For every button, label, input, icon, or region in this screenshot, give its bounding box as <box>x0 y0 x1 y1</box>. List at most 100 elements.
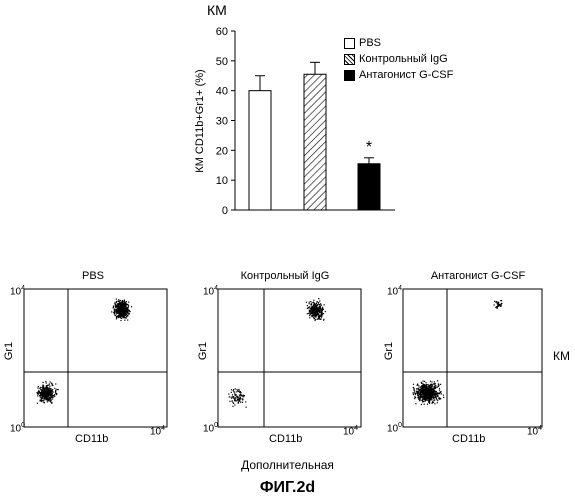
cell-dot-pbs-gr1-high <box>119 303 120 304</box>
cell-dot-antagonist-gr1-low <box>421 390 422 391</box>
cell-dot-pbs-gr1-high <box>119 315 120 316</box>
cell-dot-antagonist-gr1-low <box>421 394 422 395</box>
cell-dot-pbs-gr1-high <box>127 320 128 321</box>
cell-dot-pbs-gr1-high <box>122 308 123 309</box>
cell-dot-igg-gr1-low <box>237 396 238 397</box>
cell-dot-antagonist-gr1-low <box>435 383 436 384</box>
cell-dot-pbs-gr1-low <box>47 385 48 386</box>
cell-dot-pbs-gr1-low <box>43 400 44 401</box>
cell-dot-pbs-gr1-high <box>127 304 128 305</box>
cell-dot-antagonist-gr1-low <box>421 396 422 397</box>
cell-dot-igg-gr1-low <box>232 400 233 401</box>
cell-dot-pbs-gr1-low <box>48 385 49 386</box>
cell-dot-antagonist-gr1-low <box>414 396 415 397</box>
cell-dot-pbs-gr1-high <box>122 301 123 302</box>
cell-dot-antagonist-gr1-low <box>418 398 419 399</box>
cell-dot-pbs-gr1-low <box>49 400 50 401</box>
cell-dot-pbs-gr1-high <box>114 313 115 314</box>
cell-dot-antagonist-gr1-low <box>434 385 435 386</box>
cell-dot-pbs-gr1-low <box>49 397 50 398</box>
cell-dot-antagonist-gr1-low <box>436 391 437 392</box>
cell-dot-antagonist-gr1-low <box>440 391 441 392</box>
cell-dot-pbs-gr1-low <box>47 391 48 392</box>
cell-dot-antagonist-gr1-low <box>424 397 425 398</box>
cell-dot-pbs-gr1-high <box>119 310 120 311</box>
cell-dot-antagonist-gr1-high <box>500 305 501 306</box>
cell-dot-pbs-gr1-high <box>117 306 118 307</box>
cell-dot-pbs-gr1-low <box>54 388 55 389</box>
cell-dot-igg-gr1-low <box>233 398 234 399</box>
cell-dot-antagonist-gr1-low <box>422 397 423 398</box>
cell-dot-igg-gr1-high <box>311 315 312 316</box>
cell-dot-pbs-gr1-low <box>42 396 43 397</box>
cell-dot-pbs-gr1-low <box>49 383 50 384</box>
cell-dot-igg-gr1-high <box>313 300 314 301</box>
cell-dot-pbs-gr1-low <box>46 395 47 396</box>
cell-dot-antagonist-gr1-low <box>432 384 433 385</box>
cell-dot-antagonist-gr1-low <box>418 385 419 386</box>
cell-dot-pbs-gr1-low <box>39 388 40 389</box>
cell-dot-igg-gr1-high <box>321 316 322 317</box>
cell-dot-igg-gr1-high <box>316 314 317 315</box>
cell-dot-antagonist-gr1-high <box>500 300 501 301</box>
cell-dot-antagonist-gr1-low <box>428 396 429 397</box>
cell-dot-antagonist-gr1-low <box>435 395 436 396</box>
cell-dot-pbs-gr1-low <box>48 396 49 397</box>
cell-dot-igg-gr1-high <box>318 317 319 318</box>
cell-dot-antagonist-gr1-low <box>432 403 433 404</box>
cell-dot-antagonist-gr1-low <box>418 388 419 389</box>
cell-dot-pbs-gr1-low <box>48 391 49 392</box>
cell-dot-igg-gr1-high <box>312 312 313 313</box>
cell-dot-antagonist-gr1-low <box>436 387 437 388</box>
flow-xlabel-antagonist: CD11b <box>452 433 485 445</box>
cell-dot-pbs-gr1-low <box>49 394 50 395</box>
cell-dot-pbs-gr1-low <box>37 392 38 393</box>
cell-dot-pbs-gr1-low <box>46 397 47 398</box>
cell-dot-pbs-gr1-high <box>122 304 123 305</box>
flow-ylabel-igg: Gr1 <box>197 342 209 360</box>
cell-dot-igg-gr1-low <box>237 399 238 400</box>
cell-dot-antagonist-gr1-low <box>417 384 418 385</box>
cell-dot-antagonist-gr1-low <box>424 404 425 405</box>
cell-dot-igg-gr1-low <box>228 394 229 395</box>
flow-plot-frame-igg <box>218 289 361 427</box>
cell-dot-igg-gr1-low <box>231 392 232 393</box>
cell-dot-pbs-gr1-high <box>121 311 122 312</box>
cell-dot-pbs-gr1-high <box>124 300 125 301</box>
cell-dot-antagonist-gr1-low <box>437 395 438 396</box>
cell-dot-antagonist-gr1-low <box>433 396 434 397</box>
cell-dot-igg-gr1-high <box>315 314 316 315</box>
cell-dot-pbs-gr1-low <box>41 401 42 402</box>
cell-dot-antagonist-gr1-low <box>435 391 436 392</box>
cell-dot-antagonist-gr1-low <box>428 392 429 393</box>
cell-dot-pbs-gr1-high <box>116 312 117 313</box>
cell-dot-pbs-gr1-low <box>48 394 49 395</box>
cell-dot-igg-gr1-low <box>241 394 242 395</box>
cell-dot-antagonist-gr1-low <box>439 399 440 400</box>
cell-dot-igg-gr1-low <box>240 402 241 403</box>
cell-dot-igg-gr1-high <box>318 313 319 314</box>
cell-dot-antagonist-gr1-low <box>433 398 434 399</box>
cell-dot-igg-gr1-low <box>235 395 236 396</box>
cell-dot-pbs-gr1-low <box>42 387 43 388</box>
cell-dot-igg-gr1-high <box>314 303 315 304</box>
cell-dot-igg-gr1-high <box>314 312 315 313</box>
cell-dot-antagonist-gr1-low <box>429 401 430 402</box>
cell-dot-pbs-gr1-low <box>44 390 45 391</box>
cell-dot-igg-gr1-high <box>315 316 316 317</box>
cell-dot-antagonist-gr1-low <box>415 403 416 404</box>
cell-dot-pbs-gr1-low <box>51 397 52 398</box>
cell-dot-pbs-gr1-high <box>128 306 129 307</box>
cell-dot-antagonist-gr1-low <box>443 395 444 396</box>
cell-dot-igg-gr1-low <box>233 396 234 397</box>
cell-dot-antagonist-gr1-low <box>421 383 422 384</box>
flow-xlabel-igg: CD11b <box>269 433 302 445</box>
cell-dot-pbs-gr1-low <box>50 381 51 382</box>
cell-dot-antagonist-gr1-low <box>424 389 425 390</box>
cell-dot-pbs-gr1-high <box>124 302 125 303</box>
cell-dot-pbs-gr1-low <box>55 391 56 392</box>
cell-dot-igg-gr1-high <box>307 305 308 306</box>
cell-dot-igg-gr1-low <box>246 407 247 408</box>
cell-dot-antagonist-gr1-low <box>428 386 429 387</box>
